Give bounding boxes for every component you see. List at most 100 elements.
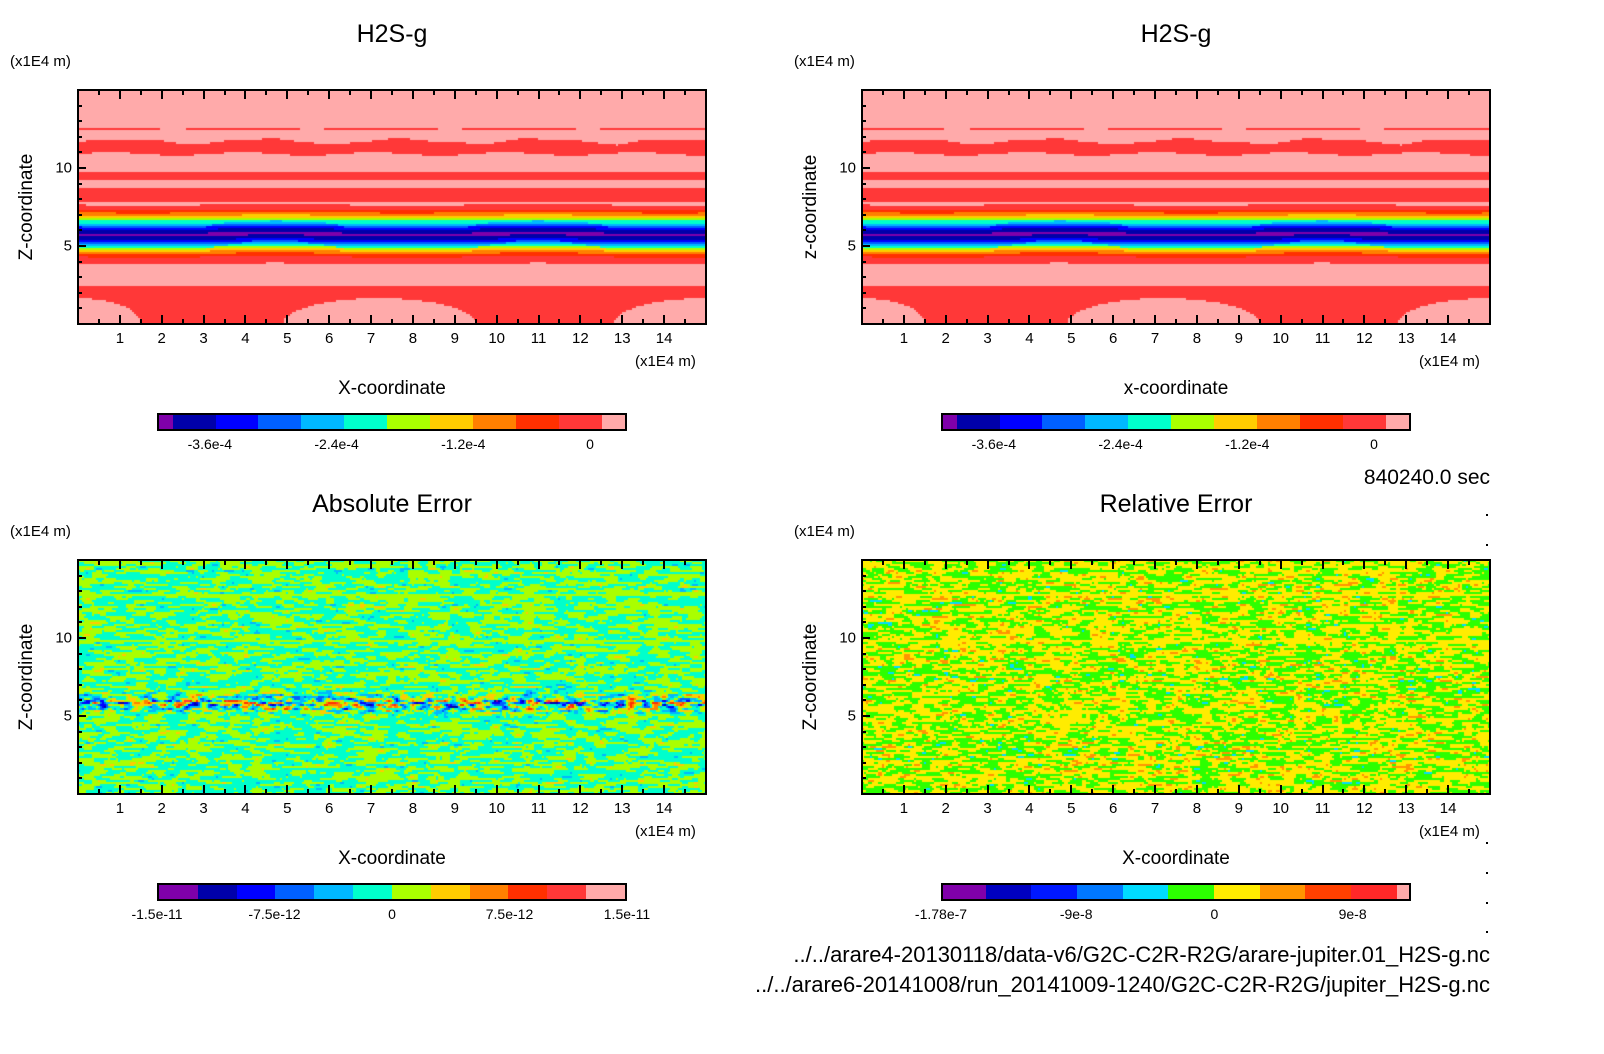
x-tick-mark <box>495 315 498 324</box>
x-tick-mark <box>244 785 247 794</box>
x-tick-label: 5 <box>283 800 292 817</box>
colorbar-bin <box>430 415 474 429</box>
x-tick-mark <box>118 560 121 569</box>
y-tick-mark <box>78 699 82 702</box>
x-tick-mark <box>1342 560 1345 565</box>
y-unit-label: (x1E4 m) <box>10 53 71 70</box>
x-tick-mark <box>902 785 905 794</box>
x-tick-mark <box>923 560 926 565</box>
x-tick-label: 13 <box>613 800 631 817</box>
colorbar <box>941 413 1411 431</box>
x-tick-label: 2 <box>157 800 166 817</box>
x-tick-mark <box>1007 560 1010 565</box>
x-tick-mark <box>881 789 884 794</box>
heatmap-field <box>862 90 1490 324</box>
y-tick-mark <box>862 637 870 639</box>
x-tick-label: 4 <box>1025 800 1034 817</box>
y-tick-mark <box>862 104 866 107</box>
colorbar-bin <box>159 885 198 899</box>
y-tick-mark <box>78 637 86 639</box>
x-tick-mark <box>474 560 477 565</box>
x-tick-mark <box>516 90 519 95</box>
h2s-g-panel-1: H2S-g (x1E4 m) Z-coordinate (x1E4 m) X-coord… <box>0 0 784 470</box>
colorbar-bin <box>547 885 587 899</box>
x-tick-mark <box>97 90 100 95</box>
colorbar-tick-label: 1.5e-11 <box>603 906 651 922</box>
plot-frame <box>861 559 1491 795</box>
y-tick-mark <box>78 213 82 216</box>
x-tick-mark <box>1426 560 1429 565</box>
x-tick-mark <box>181 90 184 95</box>
x-tick-mark <box>986 90 989 99</box>
colorbar-bin <box>172 415 216 429</box>
x-tick-mark <box>944 315 947 324</box>
x-tick-mark <box>642 90 645 95</box>
x-tick-mark <box>965 90 968 95</box>
colorbar-bin <box>1257 415 1300 429</box>
x-unit-label: (x1E4 m) <box>635 823 696 840</box>
x-tick-label: 3 <box>983 330 992 347</box>
x-tick-mark <box>1112 785 1115 794</box>
x-tick-mark <box>558 789 561 794</box>
chart-title: H2S-g <box>356 20 428 48</box>
y-tick-mark <box>862 777 866 780</box>
x-tick-mark <box>370 560 373 569</box>
x-axis-label: X-coordinate <box>1122 848 1230 869</box>
x-tick-label: 6 <box>1109 330 1118 347</box>
x-tick-mark <box>1405 560 1408 569</box>
x-tick-mark <box>1447 315 1450 324</box>
file-path-1: ../../arare4-20130118/data-v6/G2C-C2R-R2… <box>793 942 1490 967</box>
x-tick-mark <box>558 319 561 324</box>
y-tick-mark <box>862 307 866 310</box>
x-tick-mark <box>579 560 582 569</box>
x-tick-mark <box>160 315 163 324</box>
x-tick-mark <box>328 90 331 99</box>
x-tick-mark <box>881 90 884 95</box>
colorbar-bin <box>159 415 173 429</box>
y-tick-mark <box>862 245 870 247</box>
x-tick-mark <box>1175 90 1177 95</box>
x-tick-label: 8 <box>408 330 418 347</box>
colorbar-bin <box>515 415 559 429</box>
x-tick-mark <box>1279 560 1282 569</box>
decor-dot <box>1486 842 1488 844</box>
x-tick-mark <box>432 560 435 565</box>
x-tick-mark <box>902 560 905 569</box>
h2s-g-panel-2: H2S-g (x1E4 m) z-coordinate (x1E4 m) x-coord… <box>784 0 1568 470</box>
x-tick-mark <box>1447 560 1450 569</box>
x-tick-label: 11 <box>1314 800 1331 817</box>
x-tick-mark <box>965 319 968 324</box>
x-tick-mark <box>1049 789 1052 794</box>
x-tick-mark <box>1049 319 1052 324</box>
x-tick-mark <box>328 560 331 569</box>
y-tick-mark <box>862 276 866 279</box>
colorbar-bin <box>1214 415 1258 429</box>
x-tick-mark <box>1007 319 1010 324</box>
colorbar-tick-label: -1.2e-4 <box>1225 436 1270 452</box>
x-tick-mark <box>286 90 289 99</box>
x-tick-mark <box>1070 90 1073 99</box>
x-tick-mark <box>986 785 989 794</box>
y-tick-mark <box>862 574 866 577</box>
y-tick-mark <box>78 135 82 138</box>
colorbar-bin <box>601 415 625 429</box>
y-tick-mark <box>78 260 82 263</box>
x-axis-label: X-coordinate <box>338 848 446 869</box>
colorbar-bin <box>943 415 957 429</box>
x-tick-mark <box>600 789 603 794</box>
y-tick-label: 10 <box>839 159 856 177</box>
colorbar-bin <box>1171 415 1215 429</box>
x-tick-mark <box>1049 560 1052 565</box>
x-tick-mark <box>474 319 477 324</box>
x-tick-mark <box>1237 560 1240 569</box>
x-tick-mark <box>1342 789 1345 794</box>
x-tick-mark <box>1342 90 1345 95</box>
x-tick-label: 14 <box>655 800 673 817</box>
x-tick-mark <box>1112 90 1115 99</box>
x-tick-mark <box>202 785 205 794</box>
colorbar-bin <box>1031 885 1077 899</box>
x-tick-mark <box>537 785 540 794</box>
colorbar-bin <box>1305 885 1351 899</box>
x-tick-mark <box>411 560 414 569</box>
y-tick-mark <box>862 605 866 608</box>
